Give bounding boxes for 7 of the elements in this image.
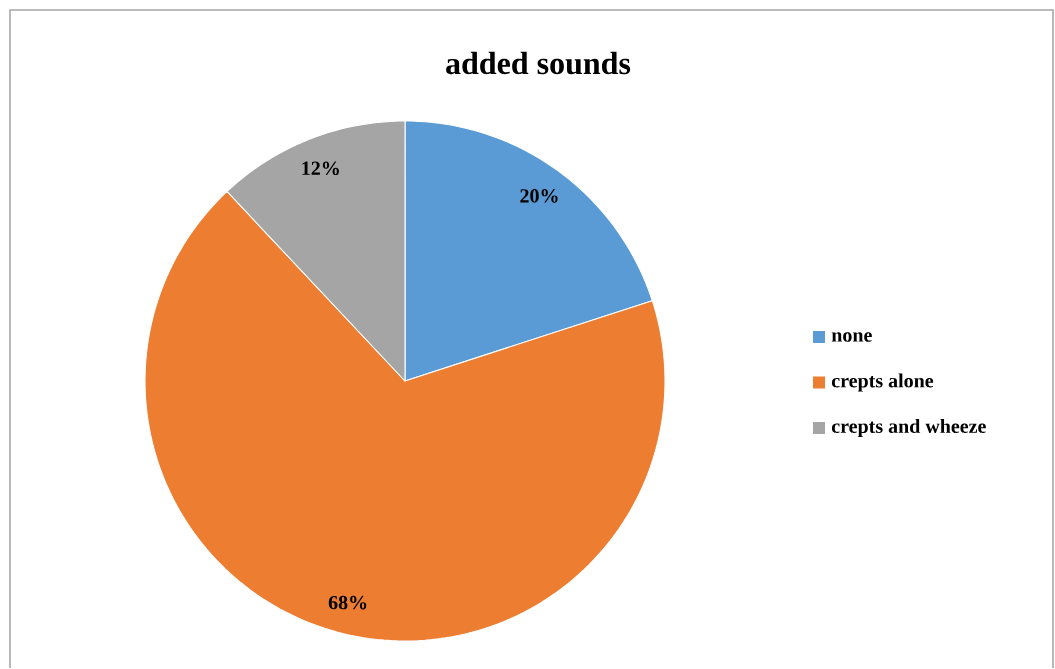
legend-label: crepts and wheeze [831, 419, 986, 438]
legend-label: none [831, 332, 872, 342]
legend-label: crepts alone [831, 373, 934, 392]
data-label: 12% [302, 161, 339, 176]
data-label: 20% [520, 189, 558, 203]
data-label: 68% [328, 595, 367, 610]
chart-title: added sounds [446, 51, 631, 75]
